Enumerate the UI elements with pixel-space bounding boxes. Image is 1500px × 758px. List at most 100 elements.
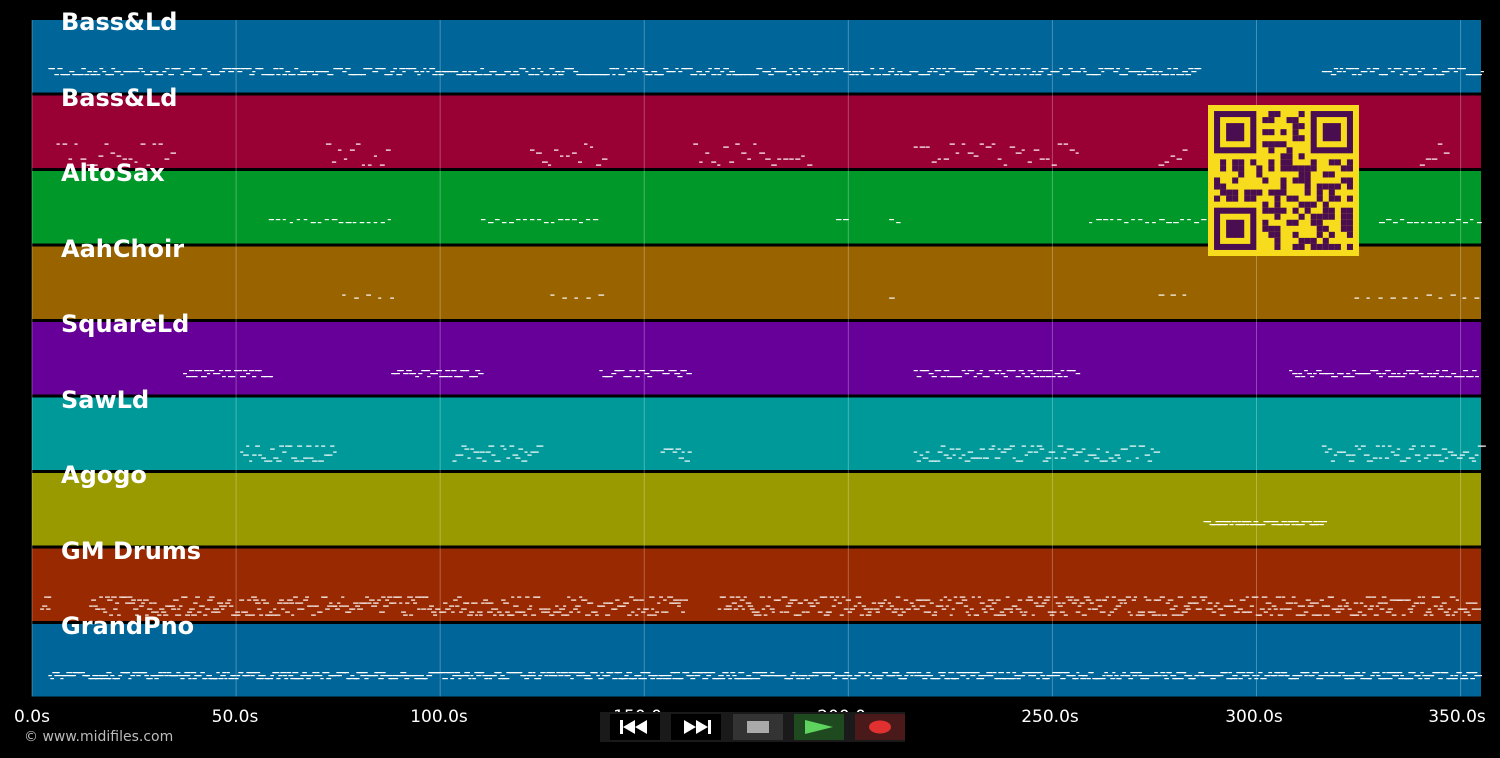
note bbox=[1230, 600, 1233, 601]
note bbox=[950, 615, 953, 616]
note bbox=[1118, 678, 1121, 679]
note bbox=[1100, 612, 1106, 613]
note bbox=[228, 678, 234, 679]
note bbox=[320, 678, 323, 679]
note bbox=[1313, 521, 1317, 522]
note bbox=[1285, 524, 1290, 525]
note bbox=[521, 612, 525, 613]
note bbox=[780, 612, 783, 613]
note bbox=[926, 147, 930, 148]
note bbox=[1400, 675, 1404, 676]
play-button[interactable] bbox=[794, 714, 844, 740]
note bbox=[890, 675, 895, 676]
note bbox=[1048, 612, 1053, 613]
note bbox=[345, 68, 350, 69]
fast-forward-button[interactable] bbox=[671, 714, 721, 740]
note bbox=[183, 71, 186, 72]
note bbox=[1122, 600, 1126, 601]
note bbox=[369, 68, 372, 69]
note bbox=[327, 606, 331, 607]
note bbox=[639, 600, 644, 601]
note bbox=[511, 597, 514, 598]
note bbox=[350, 150, 355, 151]
note bbox=[1410, 612, 1413, 613]
note bbox=[1038, 71, 1043, 72]
note bbox=[723, 68, 729, 69]
note bbox=[935, 461, 941, 462]
note bbox=[1278, 675, 1284, 676]
note bbox=[702, 678, 708, 679]
note bbox=[1130, 672, 1135, 673]
note bbox=[476, 458, 481, 459]
note bbox=[1034, 376, 1039, 377]
note bbox=[1334, 376, 1338, 377]
note bbox=[327, 455, 332, 456]
note bbox=[746, 603, 752, 604]
note bbox=[1456, 600, 1459, 601]
note bbox=[221, 609, 224, 610]
note bbox=[543, 609, 547, 610]
note bbox=[1240, 672, 1245, 673]
note bbox=[858, 71, 863, 72]
note bbox=[258, 370, 262, 371]
note bbox=[593, 612, 597, 613]
note bbox=[110, 153, 115, 154]
note bbox=[158, 672, 162, 673]
note bbox=[556, 672, 560, 673]
note bbox=[525, 597, 529, 598]
note bbox=[1445, 458, 1448, 459]
note bbox=[558, 219, 563, 220]
qr-code[interactable] bbox=[1208, 105, 1359, 256]
note bbox=[91, 600, 96, 601]
note bbox=[866, 675, 869, 676]
note bbox=[639, 68, 644, 69]
note bbox=[355, 606, 360, 607]
note bbox=[1288, 609, 1292, 610]
stop-button[interactable] bbox=[733, 714, 783, 740]
note bbox=[1458, 672, 1461, 673]
note bbox=[1146, 600, 1152, 601]
rewind-button[interactable] bbox=[610, 714, 660, 740]
note bbox=[213, 609, 219, 610]
note bbox=[1462, 675, 1467, 676]
note bbox=[984, 71, 988, 72]
note bbox=[445, 370, 450, 371]
note bbox=[720, 71, 724, 72]
note bbox=[472, 376, 478, 377]
note bbox=[1034, 672, 1038, 673]
note bbox=[1428, 609, 1431, 610]
note bbox=[1358, 675, 1363, 676]
note bbox=[1330, 597, 1334, 598]
note bbox=[1118, 458, 1121, 459]
note bbox=[171, 609, 176, 610]
note bbox=[1244, 675, 1249, 676]
note bbox=[275, 615, 280, 616]
note bbox=[894, 672, 899, 673]
note bbox=[1328, 71, 1332, 72]
note bbox=[353, 222, 357, 223]
note bbox=[874, 609, 880, 610]
note bbox=[48, 597, 51, 598]
note bbox=[267, 461, 272, 462]
note bbox=[958, 603, 963, 604]
note bbox=[938, 370, 942, 371]
note bbox=[744, 597, 747, 598]
note bbox=[354, 678, 359, 679]
note bbox=[1391, 373, 1396, 374]
note bbox=[224, 678, 227, 679]
note bbox=[1022, 373, 1025, 374]
note bbox=[584, 144, 588, 145]
note bbox=[1384, 678, 1389, 679]
note bbox=[491, 455, 495, 456]
record-button[interactable] bbox=[855, 714, 905, 740]
note bbox=[1170, 675, 1176, 676]
note bbox=[473, 452, 479, 453]
note bbox=[1462, 298, 1466, 299]
note bbox=[683, 600, 688, 601]
note bbox=[690, 678, 695, 679]
note bbox=[1046, 159, 1050, 160]
note bbox=[801, 156, 805, 157]
note bbox=[253, 600, 259, 601]
note bbox=[1176, 74, 1179, 75]
note bbox=[1194, 603, 1199, 604]
